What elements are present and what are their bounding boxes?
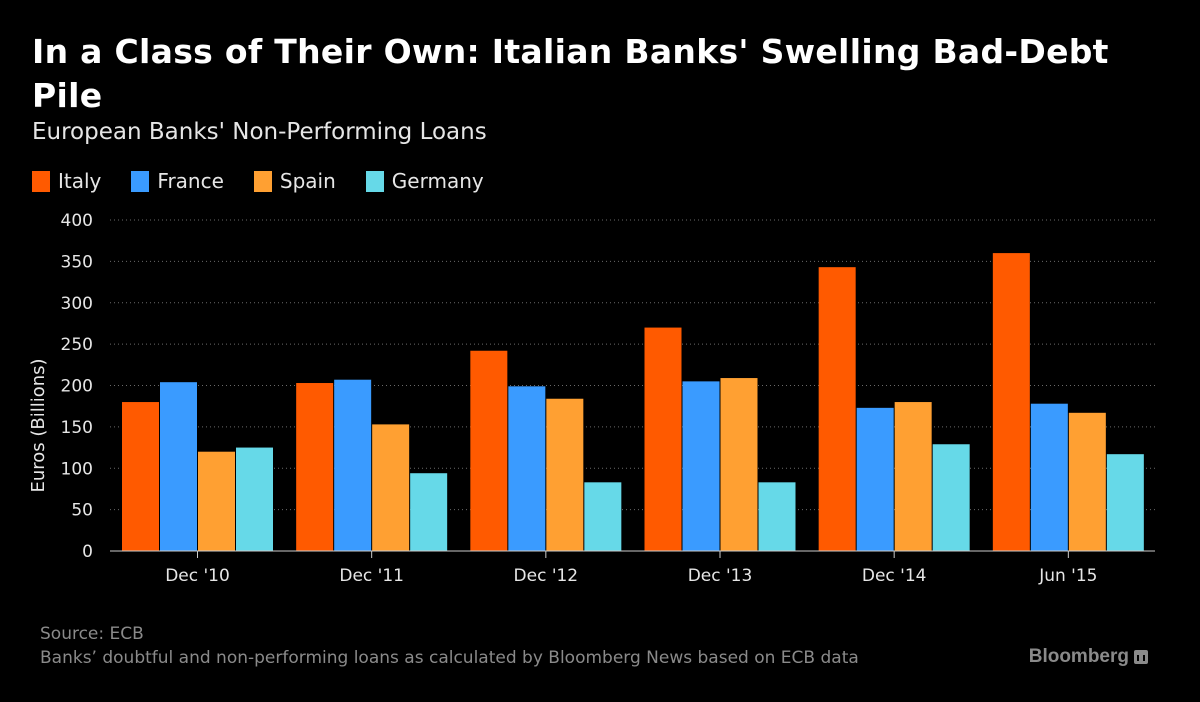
legend-item-germany: Germany bbox=[365, 169, 484, 193]
bar-italy-dec-14 bbox=[818, 267, 856, 551]
x-tick-label-dec-10: Dec '10 bbox=[165, 566, 230, 586]
brand-name: Bloomberg bbox=[1028, 646, 1129, 667]
bar-france-dec-12 bbox=[508, 386, 546, 551]
x-tick-label-dec-13: Dec '13 bbox=[688, 566, 753, 586]
bar-italy-dec-11 bbox=[296, 383, 334, 551]
y-tick-label-150: 150 bbox=[61, 418, 93, 438]
bar-spain-dec-10 bbox=[198, 451, 235, 551]
bar-italy-dec-13 bbox=[644, 327, 682, 551]
bar-france-dec-13 bbox=[682, 381, 720, 551]
x-tick-label-jun-15: Jun '15 bbox=[1038, 566, 1097, 586]
bar-germany-dec-12 bbox=[584, 482, 622, 551]
bar-germany-dec-13 bbox=[758, 482, 796, 551]
y-tick-label-250: 250 bbox=[61, 335, 93, 355]
footnote: Banks’ doubtful and non-performing loans… bbox=[40, 648, 859, 668]
bloomberg-chart-icon bbox=[1134, 650, 1148, 664]
bar-spain-dec-13 bbox=[720, 378, 758, 551]
bar-germany-jun-15 bbox=[1106, 454, 1144, 551]
legend-item-italy: Italy bbox=[32, 169, 101, 193]
bar-chart: 0 50 100 150 200 250 300 350 400 Euros (Billions)… bbox=[28, 211, 1155, 586]
bar-spain-jun-15 bbox=[1068, 412, 1106, 551]
bar-italy-dec-12 bbox=[470, 350, 508, 551]
bar-france-jun-15 bbox=[1030, 403, 1068, 551]
bloomberg-logo: Bloomberg bbox=[1029, 646, 1148, 668]
legend-swatch-italy bbox=[32, 170, 50, 192]
chart-title: In a Class of Their Own: Italian Banks' … bbox=[32, 32, 1109, 115]
bar-spain-dec-11 bbox=[372, 424, 410, 551]
x-tick-label-dec-14: Dec '14 bbox=[862, 566, 927, 586]
y-tick-label-350: 350 bbox=[61, 252, 93, 272]
bar-france-dec-10 bbox=[160, 382, 197, 551]
legend-item-spain: Spain bbox=[253, 169, 336, 193]
legend-swatch-france bbox=[131, 170, 150, 192]
bar-germany-dec-11 bbox=[410, 473, 448, 551]
source-note: Source: ECB bbox=[40, 624, 144, 644]
chart-subtitle: European Banks' Non-Performing Loans bbox=[32, 119, 487, 145]
chart-legend: Italy France Spain Germany bbox=[32, 166, 514, 196]
x-tick-label-dec-11: Dec '11 bbox=[339, 566, 404, 586]
legend-label-spain: Spain bbox=[279, 169, 336, 193]
y-tick-label-100: 100 bbox=[61, 459, 93, 479]
bar-france-dec-14 bbox=[856, 407, 894, 551]
legend-label-france: France bbox=[157, 169, 224, 193]
legend-item-france: France bbox=[131, 169, 224, 193]
y-tick-label-400: 400 bbox=[61, 211, 93, 231]
x-tick-label-dec-12: Dec '12 bbox=[514, 566, 579, 586]
legend-swatch-germany bbox=[365, 170, 384, 192]
bar-germany-dec-14 bbox=[932, 444, 970, 551]
legend-label-germany: Germany bbox=[391, 169, 484, 193]
legend-swatch-spain bbox=[253, 170, 272, 192]
y-tick-label-0: 0 bbox=[82, 542, 93, 562]
bar-germany-dec-10 bbox=[236, 447, 273, 551]
y-tick-label-50: 50 bbox=[71, 501, 93, 521]
bar-italy-dec-10 bbox=[122, 402, 159, 551]
bar-spain-dec-12 bbox=[546, 398, 584, 551]
bar-spain-dec-14 bbox=[894, 402, 932, 551]
bar-france-dec-11 bbox=[334, 379, 372, 551]
y-axis-label: Euros (Billions) bbox=[28, 358, 49, 492]
y-tick-label-200: 200 bbox=[61, 377, 93, 397]
bar-italy-jun-15 bbox=[992, 253, 1030, 551]
legend-label-italy: Italy bbox=[58, 169, 102, 193]
y-tick-label-300: 300 bbox=[61, 294, 93, 314]
